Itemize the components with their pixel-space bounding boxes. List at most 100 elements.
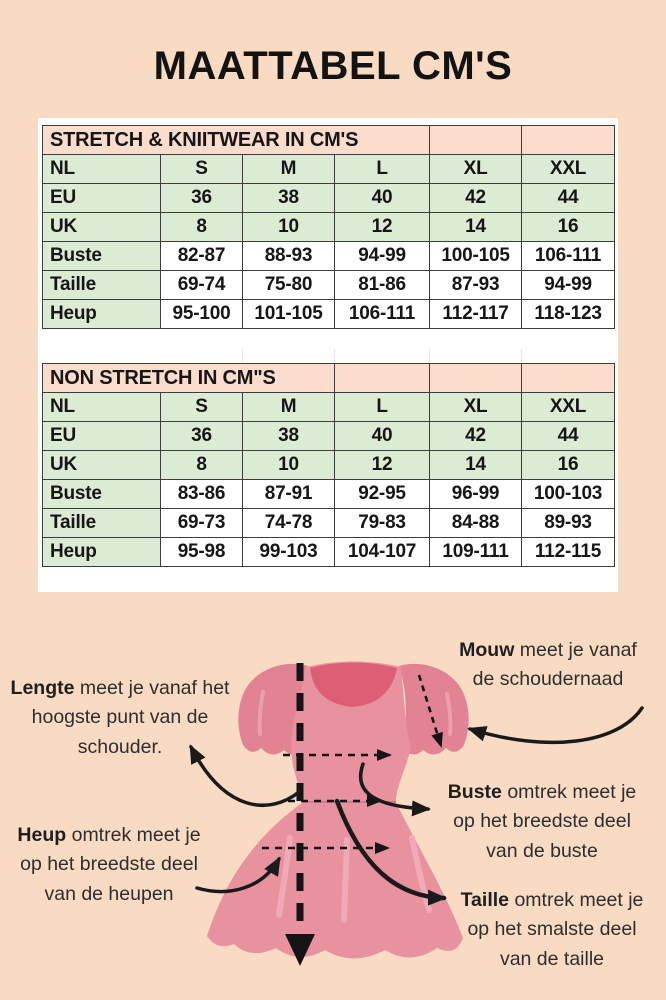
value-cell: 100-103 [521,479,616,509]
page-title: MAATTABEL CM'S [153,44,513,88]
value-cell: 36 [160,183,243,213]
table-header-row: NON STRETCH IN CM"S [41,363,616,393]
heup-term: Heup [17,824,67,846]
value-cell: L [334,392,431,422]
table-title-empty-cell [521,363,616,393]
value-cell: 16 [521,212,616,242]
value-cell: 94-99 [333,241,431,271]
value-cell: 109-111 [429,537,523,567]
taille-annotation: Taille omtrek meet je op het smalste dee… [460,889,644,970]
table-row: Heup 95-100 101-105 106-111 112-117 118-123 [42,299,616,329]
buste-term: Buste [447,781,502,803]
table-row: UK 8 10 12 14 16 [42,450,616,480]
value-cell: 10 [242,212,335,242]
row-label-cell: NL [42,392,161,422]
value-cell: 38 [241,421,336,451]
value-cell: 69-74 [160,270,243,300]
mouw-arrow-icon [467,706,644,745]
table-row: Taille 69-73 74-78 79-83 84-88 89-93 [42,508,616,538]
length-arrowhead-icon [285,934,315,966]
value-cell: 106-111 [333,299,431,329]
value-cell: 44 [521,421,616,451]
taille-arrow-icon [334,798,447,906]
heup-arrow-icon [195,856,281,894]
sleeve-measure-line [417,674,443,748]
mouw-annotation: Mouw meet je vanaf de schoudernaad [459,639,637,691]
table-header-row: STRETCH & KNIITWEAR IN CM'S [41,125,616,155]
value-cell: 40 [333,183,431,213]
table-title-empty-cell [334,363,431,393]
value-cell: 99-103 [241,537,336,567]
sheet-gridline [521,349,522,362]
non-stretch-table: NON STRETCH IN CM"S NL S M L XL XXL EU 36 38 40 42 4… [41,363,616,567]
value-cell: 92-95 [334,479,431,509]
value-cell: 8 [160,450,243,480]
value-cell: XXL [521,392,616,422]
value-cell: 84-88 [429,508,523,538]
value-cell: 10 [241,450,336,480]
row-label-cell: Taille [42,508,161,538]
value-cell: 82-87 [160,241,243,271]
dress-left-sleeve [238,663,308,755]
value-cell: S [160,154,243,184]
value-cell: 87-91 [241,479,336,509]
sheet-gridline [242,349,243,362]
value-cell: 74-78 [241,508,336,538]
value-cell: 42 [429,183,523,213]
value-cell: XL [429,392,523,422]
value-cell: 14 [429,212,523,242]
value-cell: 95-98 [160,537,243,567]
value-cell: 69-73 [160,508,243,538]
dress-measurement-illustration [189,661,644,966]
value-cell: 101-105 [242,299,335,329]
value-cell: 83-86 [160,479,243,509]
value-cell: 104-107 [334,537,431,567]
row-label-cell: Buste [42,241,161,271]
value-cell: 36 [160,421,243,451]
table-row: Heup 95-98 99-103 104-107 109-111 112-115 [42,537,616,567]
value-cell: 96-99 [429,479,523,509]
value-cell: 75-80 [242,270,335,300]
row-label-cell: UK [42,450,161,480]
taille-term: Taille [460,889,510,911]
table-title: STRETCH & KNIITWEAR IN CM'S [41,125,431,155]
table-title-empty-cell [521,125,616,155]
value-cell: 79-83 [334,508,431,538]
value-cell: 95-100 [160,299,243,329]
row-label-cell: Taille [42,270,161,300]
sheet-gridline [334,349,335,362]
lengte-term: Lengte [10,677,75,699]
lengte-arrow-icon [189,744,301,807]
row-label-cell: Heup [42,299,161,329]
value-cell: 87-93 [429,270,523,300]
buste-arrow-icon [359,762,431,817]
table-row: EU 36 38 40 42 44 [42,183,616,213]
table-row: Buste 82-87 88-93 94-99 100-105 106-111 [42,241,616,271]
value-cell: 112-117 [429,299,523,329]
value-cell: 44 [521,183,616,213]
table-title-empty-cell [429,363,523,393]
table-row: Taille 69-74 75-80 81-86 87-93 94-99 [42,270,616,300]
stretch-knitwear-table: STRETCH & KNIITWEAR IN CM'S NL S M L XL XXL EU 3… [41,125,616,329]
lengte-annotation: Lengte meet je vanaf het hoogste punt va… [10,677,230,758]
table-title-empty-cell [429,125,523,155]
value-cell: 40 [334,421,431,451]
mouw-term: Mouw [459,639,515,661]
value-cell: 12 [333,212,431,242]
value-cell: 81-86 [333,270,431,300]
table-row: EU 36 38 40 42 44 [42,421,616,451]
value-cell: XL [429,154,523,184]
value-cell: 100-105 [429,241,523,271]
table-row: Buste 83-86 87-91 92-95 96-99 100-103 [42,479,616,509]
buste-annotation: Buste omtrek meet je op het breedste dee… [447,781,637,862]
value-cell: 89-93 [521,508,616,538]
value-cell: 8 [160,212,243,242]
value-cell: 118-123 [521,299,616,329]
value-cell: M [241,392,336,422]
value-cell: S [160,392,243,422]
dress-neckline [310,662,397,707]
value-cell: M [242,154,335,184]
value-cell: XXL [521,154,616,184]
value-cell: 42 [429,421,523,451]
